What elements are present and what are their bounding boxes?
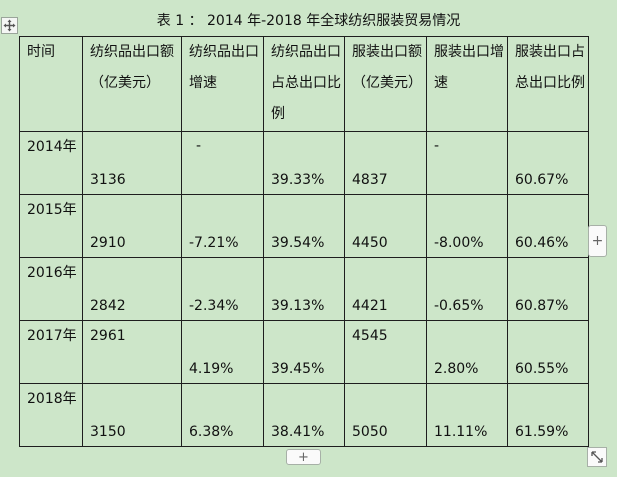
textile-export-cell: 3150 (82, 383, 182, 447)
year-cell: 2018年 (19, 383, 83, 447)
textile-share-cell: 39.13% (263, 257, 345, 321)
textile-share-cell: 39.45% (263, 320, 345, 384)
textile-growth-cell: -7.21% (181, 194, 264, 258)
header-textile-growth: 纺织品出口增速 (181, 36, 264, 132)
apparel-share-cell: 60.46% (507, 194, 589, 258)
apparel-growth-cell: -0.65% (426, 257, 508, 321)
plus-icon: + (298, 449, 309, 465)
table-resize-handle[interactable] (587, 447, 607, 467)
textile-growth-cell: 4.19% (181, 320, 264, 384)
diagonal-resize-icon (591, 451, 603, 463)
apparel-growth-cell: 11.11% (426, 383, 508, 447)
textile-export-cell: 2910 (82, 194, 182, 258)
textile-growth-cell: - (181, 131, 264, 195)
table-move-handle[interactable] (1, 17, 18, 34)
apparel-growth-cell: 2.80% (426, 320, 508, 384)
apparel-growth-cell: - (426, 131, 508, 195)
add-row-button[interactable]: + (286, 449, 321, 465)
year-cell: 2016年 (19, 257, 83, 321)
table-caption: 表 1 ： 2014 年-2018 年全球纺织服装贸易情况 (156, 13, 461, 29)
textile-export-cell: 3136 (82, 131, 182, 195)
apparel-export-cell: 4450 (344, 194, 427, 258)
header-textile-export: 纺织品出口额（亿美元） (82, 36, 182, 132)
header-textile-share: 纺织品出口占总出口比例 (263, 36, 345, 132)
apparel-share-cell: 60.87% (507, 257, 589, 321)
move-arrows-icon (3, 19, 16, 32)
textile-share-cell: 39.33% (263, 131, 345, 195)
plus-icon: + (591, 233, 604, 249)
header-apparel-share: 服装出口占总出口比例 (507, 36, 589, 132)
header-apparel-export: 服装出口额（亿美元） (344, 36, 427, 132)
table-row: 2017年 2961 4.19% 39.45% 4545 2.80% 60.55… (19, 320, 589, 384)
textile-share-cell: 39.54% (263, 194, 345, 258)
add-column-button[interactable]: + (588, 225, 607, 257)
apparel-export-cell: 5050 (344, 383, 427, 447)
textile-growth-cell: 6.38% (181, 383, 264, 447)
apparel-share-cell: 60.67% (507, 131, 589, 195)
table-row: 2016年 2842 -2.34% 39.13% 4421 -0.65% 60.… (19, 257, 589, 321)
trade-table: 时间 纺织品出口额（亿美元） 纺织品出口增速 纺织品出口占总出口比例 服装出口额… (19, 36, 589, 447)
apparel-export-cell: 4421 (344, 257, 427, 321)
year-cell: 2014年 (19, 131, 83, 195)
header-time: 时间 (19, 36, 83, 132)
table-row: 2018年 3150 6.38% 38.41% 5050 11.11% 61.5… (19, 383, 589, 447)
table-row: 2015年 2910 -7.21% 39.54% 4450 -8.00% 60.… (19, 194, 589, 258)
apparel-export-cell: 4545 (344, 320, 427, 384)
table-row: 2014年 3136 - 39.33% 4837 - 60.67% (19, 131, 589, 195)
apparel-growth-cell: -8.00% (426, 194, 508, 258)
apparel-share-cell: 60.55% (507, 320, 589, 384)
year-cell: 2017年 (19, 320, 83, 384)
textile-share-cell: 38.41% (263, 383, 345, 447)
textile-growth-cell: -2.34% (181, 257, 264, 321)
textile-export-cell: 2842 (82, 257, 182, 321)
year-cell: 2015年 (19, 194, 83, 258)
apparel-share-cell: 61.59% (507, 383, 589, 447)
textile-export-cell: 2961 (82, 320, 182, 384)
apparel-export-cell: 4837 (344, 131, 427, 195)
header-apparel-growth: 服装出口增速 (426, 36, 508, 132)
header-row: 时间 纺织品出口额（亿美元） 纺织品出口增速 纺织品出口占总出口比例 服装出口额… (19, 36, 589, 132)
